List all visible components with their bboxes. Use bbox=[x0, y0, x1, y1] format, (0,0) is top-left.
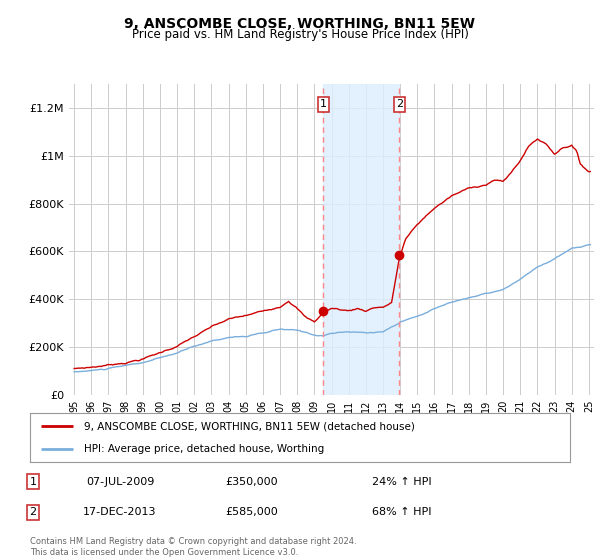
Text: 17-DEC-2013: 17-DEC-2013 bbox=[83, 507, 157, 517]
Text: £350,000: £350,000 bbox=[226, 477, 278, 487]
Text: 1: 1 bbox=[320, 99, 327, 109]
Text: 9, ANSCOMBE CLOSE, WORTHING, BN11 5EW: 9, ANSCOMBE CLOSE, WORTHING, BN11 5EW bbox=[125, 17, 476, 31]
Text: HPI: Average price, detached house, Worthing: HPI: Average price, detached house, Wort… bbox=[84, 444, 324, 454]
Text: 9, ANSCOMBE CLOSE, WORTHING, BN11 5EW (detached house): 9, ANSCOMBE CLOSE, WORTHING, BN11 5EW (d… bbox=[84, 421, 415, 431]
Text: 2: 2 bbox=[29, 507, 37, 517]
Text: 07-JUL-2009: 07-JUL-2009 bbox=[86, 477, 154, 487]
Text: This data is licensed under the Open Government Licence v3.0.: This data is licensed under the Open Gov… bbox=[30, 548, 298, 557]
Text: 1: 1 bbox=[29, 477, 37, 487]
Text: 2: 2 bbox=[396, 99, 403, 109]
Text: 24% ↑ HPI: 24% ↑ HPI bbox=[372, 477, 431, 487]
Text: Price paid vs. HM Land Registry's House Price Index (HPI): Price paid vs. HM Land Registry's House … bbox=[131, 28, 469, 41]
Text: £585,000: £585,000 bbox=[226, 507, 278, 517]
Text: Contains HM Land Registry data © Crown copyright and database right 2024.: Contains HM Land Registry data © Crown c… bbox=[30, 537, 356, 546]
Bar bbox=[323, 84, 400, 395]
Text: 68% ↑ HPI: 68% ↑ HPI bbox=[372, 507, 431, 517]
